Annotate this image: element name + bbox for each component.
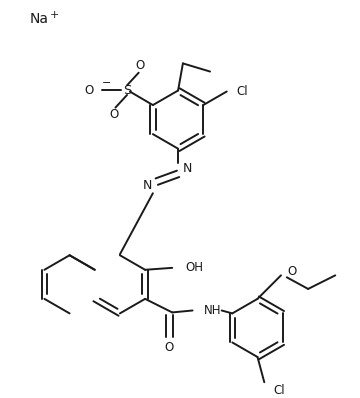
Text: S: S — [123, 84, 131, 97]
Text: O: O — [110, 108, 119, 121]
Text: N: N — [183, 162, 192, 175]
Text: Cl: Cl — [237, 85, 248, 98]
Text: Na: Na — [30, 12, 49, 26]
Text: N: N — [143, 179, 152, 192]
Text: O: O — [165, 341, 174, 354]
Text: NH: NH — [204, 304, 222, 317]
Text: O: O — [135, 59, 144, 72]
Text: −: − — [102, 78, 111, 88]
Text: OH: OH — [186, 261, 204, 274]
Text: Cl: Cl — [273, 384, 285, 398]
Text: +: + — [50, 10, 59, 20]
Text: O: O — [288, 265, 297, 278]
Text: O: O — [85, 84, 94, 97]
